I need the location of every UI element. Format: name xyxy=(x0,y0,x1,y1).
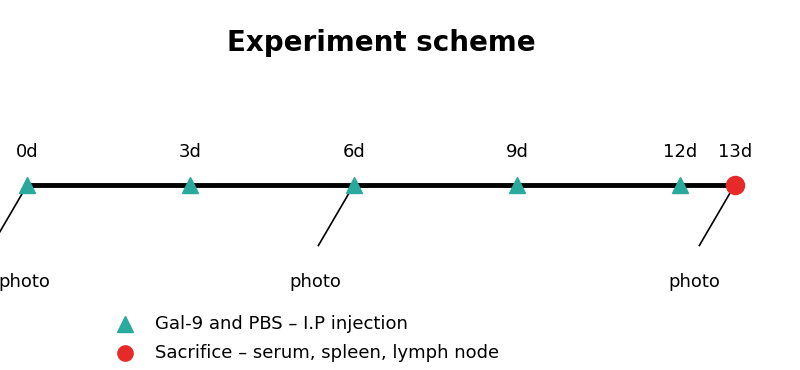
Text: 3d: 3d xyxy=(179,144,202,161)
Text: Sacrifice – serum, spleen, lymph node: Sacrifice – serum, spleen, lymph node xyxy=(155,344,499,362)
Text: Gal-9 and PBS – I.P injection: Gal-9 and PBS – I.P injection xyxy=(155,315,408,333)
Text: 0d: 0d xyxy=(16,144,38,161)
Text: photo: photo xyxy=(290,273,342,291)
Text: 13d: 13d xyxy=(718,144,752,161)
Text: 12d: 12d xyxy=(663,144,698,161)
Text: 6d: 6d xyxy=(342,144,365,161)
Text: 9d: 9d xyxy=(506,144,529,161)
Text: photo: photo xyxy=(0,273,50,291)
Text: Experiment scheme: Experiment scheme xyxy=(226,30,535,57)
Text: photo: photo xyxy=(668,273,720,291)
